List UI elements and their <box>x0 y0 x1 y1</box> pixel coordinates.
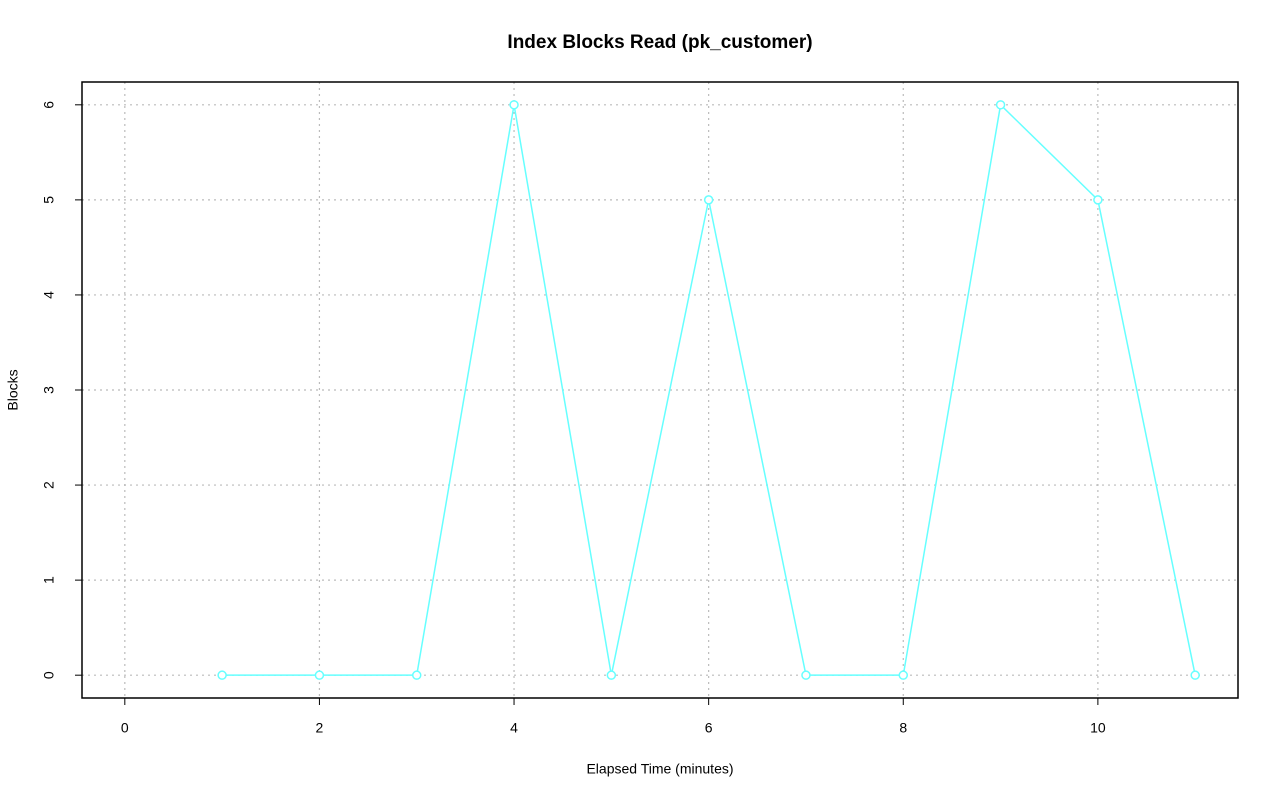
x-axis-label: Elapsed Time (minutes) <box>586 761 733 777</box>
x-tick-label: 4 <box>510 720 518 736</box>
y-tick-label: 2 <box>41 481 57 489</box>
y-axis-label: Blocks <box>5 369 21 410</box>
data-point <box>898 670 909 680</box>
data-point <box>995 100 1006 110</box>
data-point <box>509 100 519 110</box>
data-point <box>606 670 617 680</box>
y-tick-label: 6 <box>41 101 57 109</box>
x-tick-label: 0 <box>121 720 129 736</box>
data-point <box>217 670 227 680</box>
x-tick-label: 2 <box>316 720 324 736</box>
data-point <box>703 195 714 205</box>
plot-area <box>217 100 1200 680</box>
data-point <box>1190 670 1200 680</box>
data-point <box>801 670 811 680</box>
chart-title: Index Blocks Read (pk_customer) <box>507 32 812 53</box>
x-tick-label: 10 <box>1090 720 1106 736</box>
y-tick-label: 4 <box>41 291 57 299</box>
data-point <box>1093 195 1103 205</box>
data-point <box>314 670 325 680</box>
x-tick-label: 8 <box>899 720 907 736</box>
y-tick-label: 5 <box>41 196 57 204</box>
data-point <box>411 670 422 680</box>
y-tick-label: 3 <box>41 386 57 394</box>
y-tick-label: 0 <box>41 671 57 679</box>
y-tick-label: 1 <box>41 576 57 584</box>
x-tick-label: 6 <box>705 720 713 736</box>
